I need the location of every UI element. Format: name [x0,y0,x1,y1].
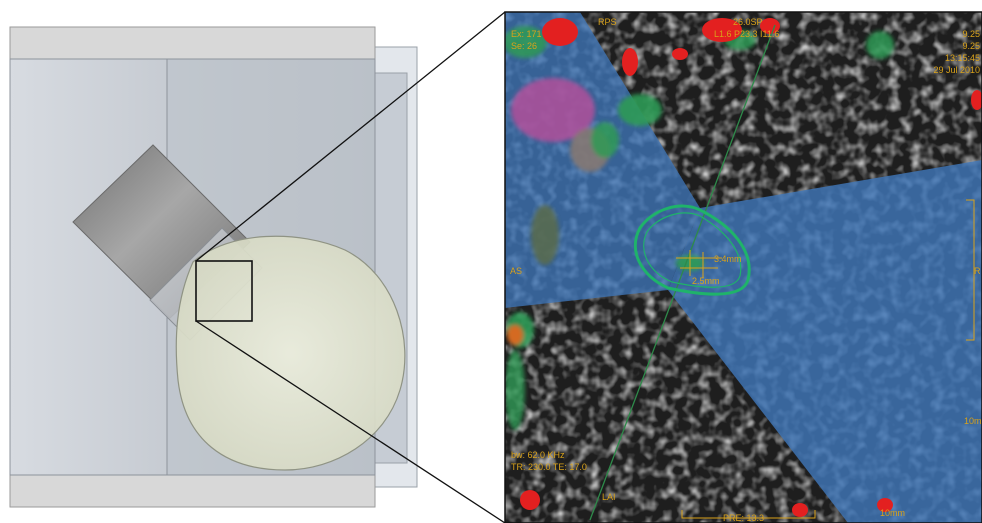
ov-top-center-1: RPS [598,17,617,27]
sphere [175,235,406,471]
ov-top-left-1: Ex: 171 [511,29,542,39]
ov-top-right-2: 9.25 [962,41,980,51]
target-ellipse [633,204,751,296]
ov-bottom-left-1: bw: 62.0 KHz [511,450,565,460]
top-bar [9,26,376,60]
scale-bar-right [966,199,975,341]
ov-top-right-3: 13:15:45 [945,53,980,63]
red-blobs [520,18,982,517]
ov-left-mid: AS [510,266,522,276]
ov-scale-right: 10m [964,416,982,426]
ov-bottom-center: PRE: 13.3 [723,513,764,523]
ov-top-right-1: 9.25 [962,29,980,39]
needle-line [589,24,776,521]
phantom-schematic [9,26,418,508]
scale-bar-bottom [681,510,816,519]
ov-measure-1: 3.4mm [714,254,742,264]
ov-scale-bottom: 10mm [880,508,905,518]
ov-top-center-2: 26.0SP [733,17,763,27]
zoom-line-top [195,11,506,262]
bottom-bar [9,474,376,508]
ov-top-center-3: L1.6 P23.3 I11.6 [714,29,779,39]
ov-bottom-left-2: TR: 230.0 TE: 17.0 [511,462,587,472]
ov-bottom-lai: LAI [602,492,616,502]
mri-panel: Ex: 171 Se: 26 RPS 26.0SP L1.6 P23.3 I11… [505,12,982,523]
zoom-box [195,260,253,322]
zoom-line-bottom [195,320,506,523]
ov-top-right-4: 29 Jul 2010 [933,65,980,75]
measurement-crosshair [676,250,722,278]
ov-right-mid: R [974,266,981,276]
mri-frame [504,11,982,523]
ov-top-left-2: Se: 26 [511,41,537,51]
target-ellipse-inner [643,212,742,288]
ov-measure-2: 2.5mm [692,276,720,286]
signal-blobs [505,26,894,430]
